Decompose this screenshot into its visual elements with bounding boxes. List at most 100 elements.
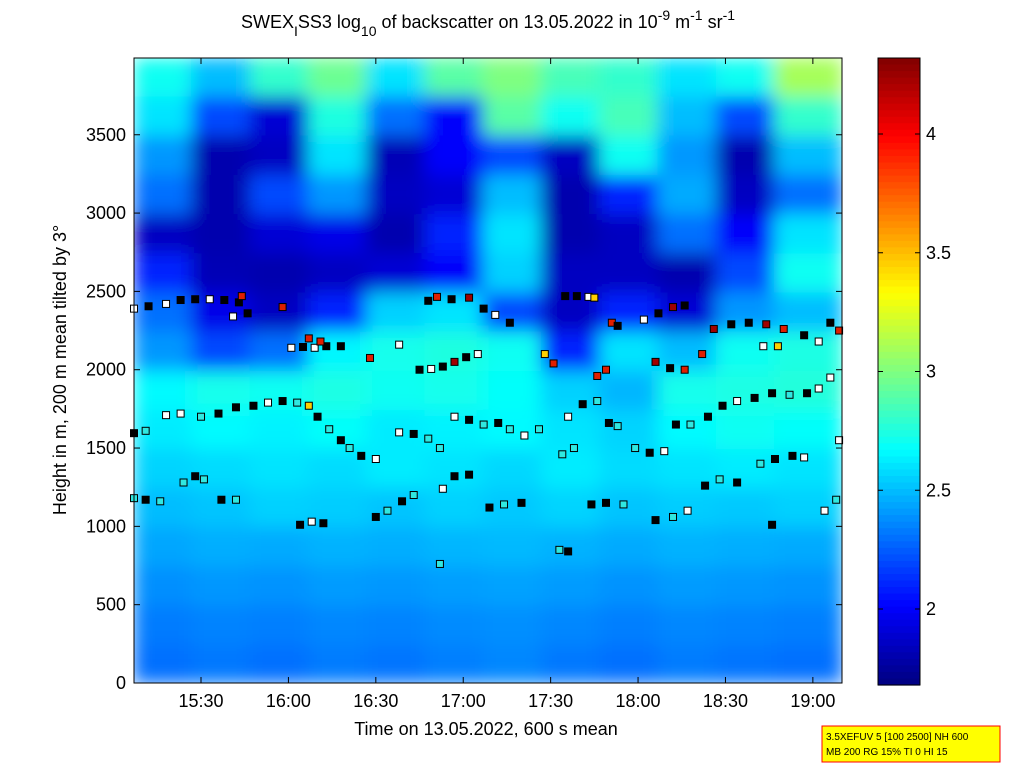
colorbar-step [878, 639, 920, 647]
heat-cell [540, 603, 602, 645]
scatter-point [613, 422, 622, 431]
heat-cell [191, 642, 252, 683]
scatter-point [680, 365, 689, 374]
heat-cell [191, 525, 252, 567]
heat-cell [424, 564, 485, 606]
heat-cell [482, 525, 543, 567]
scatter-point [371, 512, 380, 521]
colorbar-step [878, 417, 920, 425]
scatter-point [800, 331, 809, 340]
y-tick-label: 2500 [86, 281, 126, 301]
scatter-point [395, 340, 404, 349]
heat-cell [773, 212, 842, 254]
y-axis-label: Height in m, 200 m mean tilted by 3° [50, 225, 70, 515]
scatter-point [569, 444, 578, 453]
heat-cell [540, 133, 602, 175]
colorbar-step [878, 260, 920, 268]
colorbar-step [878, 652, 920, 660]
scatter-point [229, 312, 238, 321]
scatter-point [465, 470, 474, 479]
scatter-point [835, 436, 844, 445]
colorbar-step [878, 136, 920, 144]
scatter-point [768, 389, 777, 398]
colorbar-step [878, 116, 920, 124]
colorbar-step [878, 567, 920, 575]
scatter-point [415, 365, 424, 374]
heat-cell [191, 94, 252, 136]
heat-cell [715, 564, 776, 606]
colorbar-step [878, 521, 920, 529]
heat-cell [599, 172, 660, 215]
scatter-point [645, 448, 654, 457]
colorbar-step [878, 397, 920, 405]
heat-cell [657, 251, 718, 293]
heat-cell [366, 212, 427, 254]
scatter-point [197, 412, 206, 421]
y-tick-label: 1500 [86, 438, 126, 458]
scatter-point [686, 420, 695, 429]
scatter-point [534, 425, 543, 434]
scatter-point [435, 559, 444, 568]
scatter-point [287, 343, 296, 352]
heat-cell [657, 94, 718, 136]
scatter-point [564, 412, 573, 421]
scatter-point [671, 420, 680, 429]
colorbar-step [878, 606, 920, 614]
colorbar-step [878, 619, 920, 627]
heat-cell [715, 212, 776, 254]
axes: 0 500 1000 1500 2000 2500 3000 3500 15:30 16:00 16… [86, 57, 951, 711]
heat-cell [482, 368, 543, 410]
scatter-point [316, 337, 325, 346]
heat-cell [424, 447, 485, 489]
scatter-point [803, 389, 812, 398]
y-tick-label: 500 [96, 595, 126, 615]
colorbar-step [878, 430, 920, 438]
plot-frame [133, 57, 843, 684]
heat-cell [715, 133, 776, 175]
scatter-point [835, 326, 844, 335]
heat-cell [657, 525, 718, 567]
chart-title: SWEXISS3 log10 of backscatter on 13.05.2… [241, 7, 735, 39]
scatter-point [435, 444, 444, 453]
heat-cell [540, 642, 602, 683]
heat-cell [773, 486, 842, 528]
heat-cell [540, 172, 602, 215]
scatter-point [744, 318, 753, 327]
title-part: -1 [723, 7, 736, 23]
scatter-point [450, 412, 459, 421]
heat-cell [307, 564, 369, 606]
y-tick-label: 3500 [86, 125, 126, 145]
scatter-point [820, 506, 829, 515]
heat-cell [134, 133, 194, 175]
colorbar-step [878, 240, 920, 249]
heat-cell [249, 486, 310, 528]
scatter-point [698, 350, 707, 359]
scatter-point [307, 517, 316, 526]
scatter-point [500, 500, 509, 509]
heat-cell [191, 172, 252, 215]
title-part: 10 [361, 23, 377, 39]
heat-cell [134, 329, 194, 371]
scatter-point [680, 301, 689, 310]
colorbar-step [878, 404, 920, 412]
title-part: SWEX [241, 12, 294, 32]
colorbar-step [878, 71, 920, 79]
heat-cell [657, 642, 718, 683]
scatter-point [162, 411, 171, 420]
scatter-point [590, 293, 599, 302]
scatter-point [715, 475, 724, 484]
scatter-point [141, 426, 150, 435]
scatter-point [383, 506, 392, 515]
scatter-point [540, 350, 549, 359]
heat-cell [599, 603, 660, 645]
scatter-point [587, 500, 596, 509]
scatter-point [220, 296, 229, 305]
scatter-point [558, 450, 567, 459]
heat-cell [191, 329, 252, 371]
colorbar-step [878, 175, 920, 183]
scatter-layer [130, 292, 844, 568]
scatter-point [555, 545, 564, 554]
colorbar-step [878, 77, 920, 85]
heat-cell [366, 447, 427, 489]
scatter-point [561, 292, 570, 301]
